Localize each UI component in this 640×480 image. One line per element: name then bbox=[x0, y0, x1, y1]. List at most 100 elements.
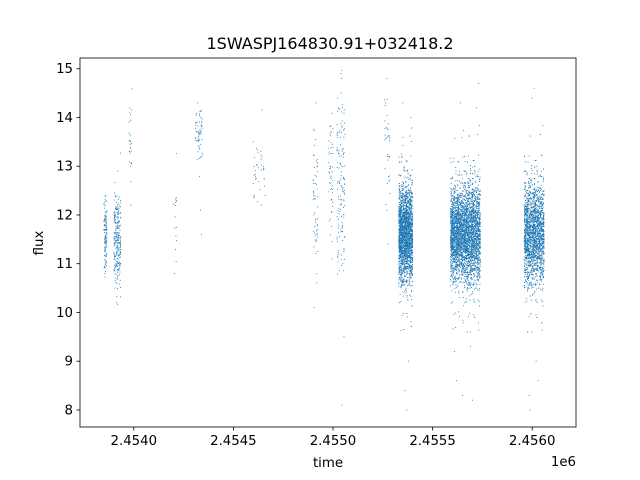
data-point bbox=[330, 142, 332, 144]
data-point bbox=[410, 255, 412, 256]
data-point bbox=[128, 121, 130, 123]
data-point bbox=[131, 109, 132, 111]
data-point bbox=[462, 194, 464, 196]
data-point bbox=[253, 194, 255, 196]
data-point bbox=[450, 232, 452, 234]
data-point bbox=[117, 240, 119, 242]
data-point bbox=[403, 259, 405, 261]
data-point bbox=[463, 234, 465, 236]
data-point bbox=[407, 224, 408, 226]
data-point bbox=[398, 212, 400, 214]
data-point bbox=[460, 203, 462, 205]
data-point bbox=[455, 277, 457, 279]
data-point bbox=[458, 199, 460, 201]
data-point bbox=[457, 239, 458, 240]
data-point bbox=[408, 237, 410, 239]
data-point bbox=[402, 246, 404, 248]
data-point bbox=[399, 294, 401, 296]
data-point bbox=[313, 246, 315, 248]
data-point bbox=[406, 240, 408, 242]
data-point bbox=[409, 226, 411, 227]
data-point bbox=[130, 181, 132, 183]
data-point bbox=[313, 192, 315, 194]
data-point bbox=[459, 235, 461, 237]
data-point bbox=[116, 302, 118, 304]
data-point bbox=[454, 233, 456, 235]
data-point bbox=[463, 246, 465, 247]
data-point bbox=[120, 246, 121, 248]
data-point bbox=[401, 233, 403, 235]
data-point bbox=[403, 268, 405, 269]
data-point bbox=[116, 235, 118, 237]
data-point bbox=[459, 221, 461, 223]
data-point bbox=[452, 221, 454, 223]
data-point bbox=[460, 248, 462, 250]
data-point bbox=[200, 133, 202, 135]
data-point bbox=[400, 251, 402, 253]
data-point bbox=[458, 315, 460, 317]
data-point bbox=[116, 245, 118, 247]
data-point bbox=[453, 192, 455, 194]
data-point bbox=[344, 128, 346, 130]
data-point bbox=[410, 204, 412, 206]
data-point bbox=[343, 214, 345, 216]
data-point bbox=[337, 182, 339, 184]
data-point bbox=[197, 131, 199, 132]
data-point bbox=[461, 273, 463, 275]
data-point bbox=[402, 263, 404, 265]
data-point bbox=[402, 252, 404, 254]
data-point bbox=[105, 211, 107, 213]
data-point bbox=[404, 213, 406, 215]
data-point bbox=[459, 220, 461, 222]
data-point bbox=[450, 192, 452, 194]
data-point bbox=[314, 232, 315, 234]
data-point bbox=[130, 162, 132, 164]
data-point bbox=[462, 243, 464, 245]
data-point bbox=[316, 230, 318, 232]
data-point bbox=[460, 255, 462, 257]
data-point bbox=[458, 208, 460, 210]
data-point bbox=[457, 228, 459, 229]
data-point bbox=[458, 218, 459, 220]
data-point bbox=[462, 178, 463, 180]
data-point bbox=[454, 254, 456, 256]
data-point bbox=[105, 234, 107, 236]
data-point bbox=[408, 218, 410, 220]
data-point bbox=[459, 231, 460, 233]
data-point bbox=[198, 145, 200, 147]
data-point bbox=[456, 198, 458, 200]
data-point bbox=[406, 193, 407, 195]
data-point bbox=[454, 288, 456, 290]
data-point bbox=[400, 237, 402, 239]
data-point bbox=[462, 219, 464, 221]
data-point bbox=[119, 212, 121, 213]
data-point bbox=[399, 235, 401, 237]
data-point bbox=[458, 269, 460, 271]
data-point bbox=[452, 161, 454, 163]
data-point bbox=[463, 245, 465, 246]
data-point bbox=[402, 283, 404, 285]
data-point bbox=[116, 240, 118, 242]
data-point bbox=[404, 246, 406, 248]
data-point bbox=[119, 242, 121, 243]
data-point bbox=[454, 225, 456, 227]
data-point bbox=[459, 218, 461, 220]
data-point bbox=[255, 178, 256, 180]
data-point bbox=[454, 277, 455, 279]
data-point bbox=[406, 230, 408, 232]
data-point bbox=[457, 193, 459, 195]
data-point bbox=[457, 207, 459, 209]
data-point bbox=[400, 329, 402, 331]
data-point bbox=[200, 156, 202, 158]
data-point bbox=[459, 247, 461, 249]
data-point bbox=[455, 250, 457, 252]
data-point bbox=[404, 271, 406, 273]
data-point bbox=[458, 240, 460, 242]
data-point bbox=[462, 213, 464, 215]
data-point bbox=[105, 200, 107, 202]
data-point bbox=[454, 230, 456, 232]
data-point bbox=[129, 161, 131, 163]
data-point bbox=[408, 199, 410, 201]
data-point bbox=[459, 255, 461, 257]
data-point bbox=[408, 236, 410, 237]
